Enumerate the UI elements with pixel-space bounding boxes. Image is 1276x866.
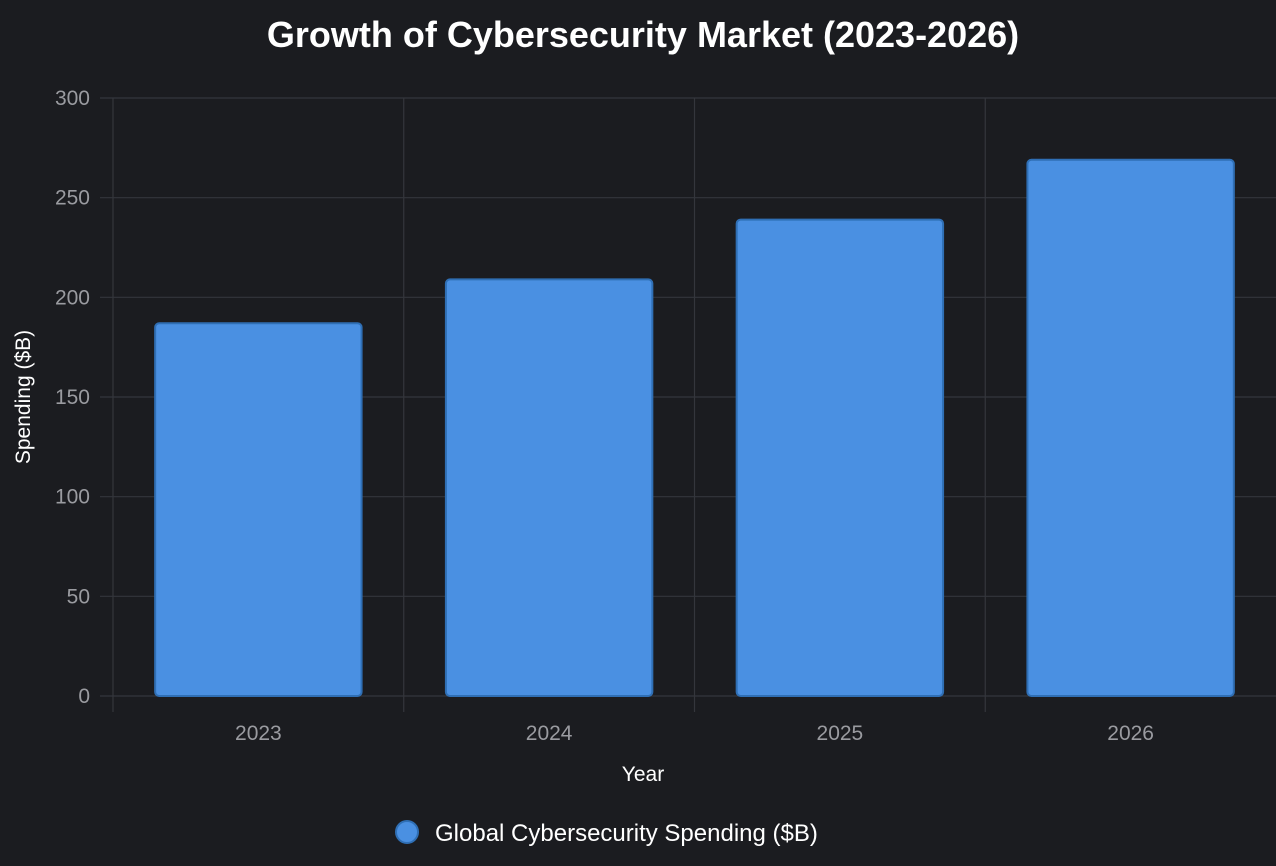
legend[interactable]: Global Cybersecurity Spending ($B) [395,820,818,847]
x-tick-label: 2024 [526,722,573,745]
bars [154,158,1235,698]
y-axis-ticks: 0 50 100 150 200 250 300 [55,87,90,708]
y-axis-title: Spending ($B) [12,330,35,464]
bar-2025[interactable] [735,218,945,698]
x-tick-label: 2023 [235,722,282,745]
y-tick-label: 200 [55,286,90,309]
x-axis-title: Year [622,763,664,786]
bar-2023[interactable] [154,322,363,697]
bar-2024[interactable] [444,278,654,697]
chart-title: Growth of Cybersecurity Market (2023-202… [267,14,1019,55]
y-tick-label: 0 [78,685,90,708]
bar-2026[interactable] [1026,158,1235,697]
x-tick-label: 2025 [817,722,864,745]
legend-swatch [395,820,419,844]
legend-label: Global Cybersecurity Spending ($B) [435,820,818,847]
y-tick-label: 250 [55,187,90,210]
y-tick-label: 150 [55,386,90,409]
x-axis-ticks: 2023 2024 2025 2026 [235,722,1154,745]
y-tick-label: 300 [55,87,90,110]
y-tick-label: 100 [55,486,90,509]
y-tick-label: 50 [67,585,90,608]
x-tick-label: 2026 [1107,722,1154,745]
